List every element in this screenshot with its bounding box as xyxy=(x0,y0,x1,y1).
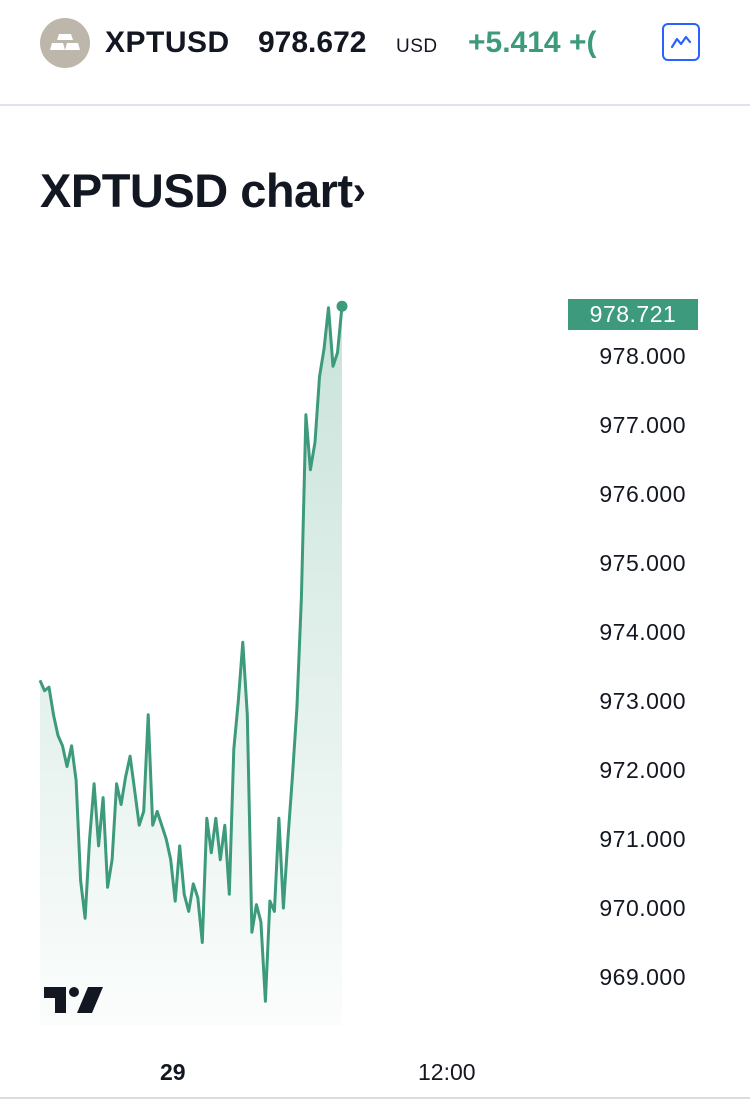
last-price: 978.672 xyxy=(258,26,367,59)
y-axis-tick-label: 971.000 xyxy=(599,826,686,852)
y-axis-tick-label: 972.000 xyxy=(599,757,686,783)
last-price-badge: 978.721 xyxy=(568,299,698,330)
symbol-name[interactable]: XPTUSD xyxy=(105,26,230,59)
x-axis-tick-29: 29 xyxy=(160,1059,186,1085)
price-line xyxy=(38,306,344,1003)
symbol-header: XPTUSD 978.672 USD +5.414 +( xyxy=(0,0,750,106)
price-area-fill xyxy=(40,306,342,1025)
price-currency: USD xyxy=(396,36,438,57)
chart-title-link[interactable]: XPTUSD chart› xyxy=(40,163,366,218)
precious-metal-bars-icon xyxy=(40,18,90,68)
chart-title: XPTUSD chart xyxy=(40,164,353,217)
y-axis-tick-label: 973.000 xyxy=(599,688,686,714)
x-axis-tick-1200: 12:00 xyxy=(418,1059,476,1085)
y-axis-tick-label: 975.000 xyxy=(599,550,686,576)
tradingview-logo-icon[interactable] xyxy=(42,985,106,1020)
price-chart[interactable] xyxy=(0,230,750,1050)
y-axis-tick-label: 974.000 xyxy=(599,619,686,645)
price-change: +5.414 +( xyxy=(468,24,626,64)
bottom-divider xyxy=(0,1097,750,1099)
last-price-marker xyxy=(336,300,348,312)
y-axis-tick-label: 970.000 xyxy=(599,895,686,921)
chevron-right-icon: › xyxy=(352,169,366,213)
y-axis-tick-label: 969.000 xyxy=(599,964,686,990)
line-chart-icon xyxy=(670,35,692,49)
y-axis-tick-label: 976.000 xyxy=(599,481,686,507)
open-chart-button[interactable] xyxy=(662,23,700,61)
y-axis-tick-label: 977.000 xyxy=(599,412,686,438)
y-axis-tick-label: 978.000 xyxy=(599,343,686,369)
price-change-value: +5.414 +( xyxy=(468,26,597,59)
